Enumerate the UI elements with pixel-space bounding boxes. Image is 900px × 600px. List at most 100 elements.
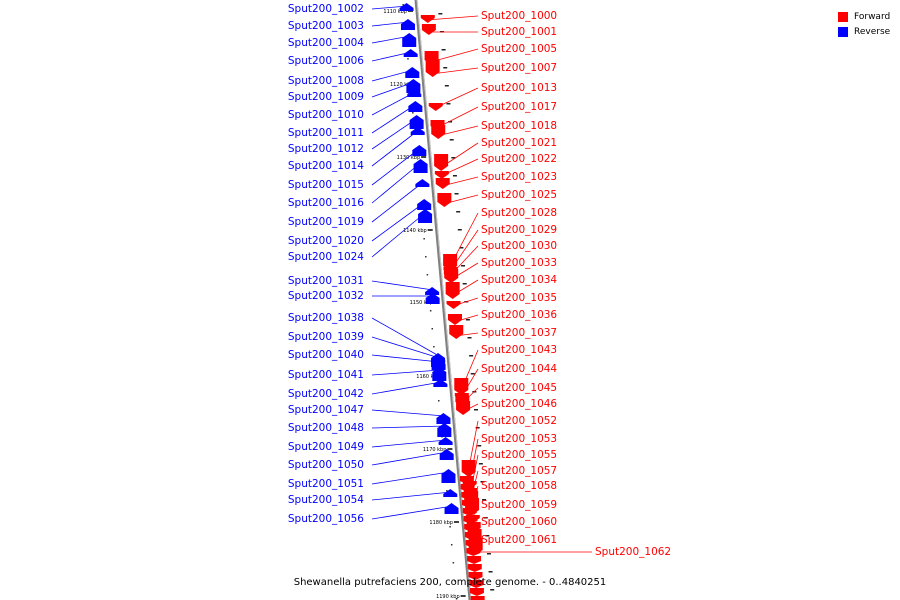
reverse-gene-label: Sput200_1038 (288, 312, 364, 324)
kbp-label: 1110 kbp (383, 9, 407, 15)
forward-gene-connector (449, 229, 479, 273)
axis-tick-dash (451, 157, 456, 159)
forward-gene-block (459, 476, 474, 484)
reverse-gene-arrow (412, 145, 427, 156)
reverse-gene-label: Sput200_1012 (288, 143, 364, 155)
forward-gene-label: Sput200_1018 (481, 120, 557, 132)
forward-gene-label: Sput200_1059 (481, 499, 557, 511)
reverse-gene-arrow (443, 489, 458, 497)
axis-tick-dot (412, 112, 414, 114)
reverse-gene-arrow (407, 89, 422, 97)
reverse-gene-label: Sput200_1032 (288, 290, 364, 302)
reverse-gene-connector (371, 425, 446, 429)
reverse-gene-label: Sput200_1047 (288, 404, 364, 416)
forward-gene-arrow (425, 60, 440, 77)
reverse-gene-label: Sput200_1016 (288, 197, 364, 209)
reverse-gene-label: Sput200_1051 (288, 478, 364, 490)
forward-gene-label: Sput200_1017 (481, 101, 557, 113)
axis-tick-dot (423, 238, 425, 240)
forward-gene-label: Sput200_1055 (481, 449, 557, 461)
legend-item-forward: Forward (838, 9, 890, 24)
reverse-gene-arrow (417, 199, 432, 210)
forward-gene-label: Sput200_1001 (481, 26, 557, 38)
axis-tick-dot (449, 526, 451, 528)
reverse-gene-arrow (439, 449, 454, 460)
axis-tick-dash (456, 211, 461, 213)
forward-gene-label: Sput200_1052 (481, 415, 557, 427)
forward-gene-block (467, 556, 482, 564)
forward-gene-connector (431, 67, 479, 75)
reverse-gene-label: Sput200_1002 (288, 3, 364, 15)
reverse-gene-label: Sput200_1019 (288, 216, 364, 228)
axis-tick-dot (433, 346, 435, 348)
reverse-gene-connector (371, 181, 424, 223)
axis-tick-dot (438, 400, 440, 402)
forward-gene-label: Sput200_1007 (481, 62, 557, 74)
reverse-gene-connector (371, 491, 452, 501)
genome-backbone (414, 0, 472, 600)
forward-gene-label: Sput200_1025 (481, 189, 557, 201)
axis-tick-dot (455, 598, 458, 600)
forward-gene-label: Sput200_1034 (481, 274, 557, 286)
reverse-gene-label: Sput200_1056 (288, 513, 364, 525)
reverse-gene-connector (371, 471, 450, 485)
reverse-gene-connector (371, 317, 440, 357)
reverse-gene-connector (371, 129, 419, 167)
reverse-gene-label: Sput200_1042 (288, 388, 364, 400)
axis-tick-dash (446, 103, 451, 105)
reverse-gene-connector (371, 280, 434, 291)
legend: Forward Reverse (838, 9, 890, 39)
kbp-label: 1140 kbp (403, 228, 427, 234)
forward-gene-label: Sput200_1029 (481, 224, 557, 236)
axis-tick-dash (454, 193, 459, 195)
forward-gene-label: Sput200_1033 (481, 257, 557, 269)
axis-tick-dot (454, 580, 456, 582)
forward-gene-arrow (454, 378, 469, 395)
forward-gene-arrow (447, 314, 462, 325)
forward-gene-block (463, 516, 478, 524)
forward-gene-block (469, 588, 484, 596)
reverse-gene-connector (371, 451, 448, 466)
reverse-gene-arrow (406, 79, 421, 93)
reverse-gene-arrow (418, 209, 433, 223)
axis-tick-dash (467, 337, 472, 339)
forward-gene-arrow (434, 171, 449, 179)
axis-tick-dash (459, 247, 464, 249)
axis-tick-dot (429, 310, 432, 312)
forward-gene-label: Sput200_1037 (481, 327, 557, 339)
kbp-label: 1180 kbp (429, 520, 453, 526)
axis-tick-dash (470, 373, 475, 375)
reverse-gene-label: Sput200_1004 (288, 37, 364, 49)
forward-gene-arrow (449, 325, 464, 339)
reverse-gene-arrow (441, 469, 456, 483)
reverse-gene-connector (371, 201, 426, 242)
forward-gene-label: Sput200_1035 (481, 292, 557, 304)
axis-tick-dot (426, 274, 429, 276)
forward-gene-label: Sput200_1045 (481, 382, 557, 394)
legend-item-reverse: Reverse (838, 24, 890, 39)
kbp-label: 1170 kbp (423, 447, 447, 453)
forward-gene-block (460, 484, 475, 492)
reverse-gene-arrow (433, 379, 448, 387)
forward-gene-label: Sput200_1021 (481, 137, 557, 149)
reverse-gene-label: Sput200_1054 (288, 494, 364, 506)
reverse-gene-arrow (402, 33, 417, 47)
reverse-swatch (838, 26, 848, 37)
forward-gene-label: Sput200_1036 (481, 309, 557, 321)
kbp-label: 1120 kbp (390, 82, 414, 88)
axis-tick-dash (443, 67, 448, 69)
forward-gene-arrow (456, 401, 471, 415)
reverse-gene-arrow (405, 67, 420, 78)
forward-gene-arrow (437, 193, 452, 207)
forward-gene-arrow (428, 103, 443, 111)
axis-tick-dot (431, 328, 434, 330)
axis-tick-dash (490, 589, 495, 591)
forward-gene-label: Sput200_1044 (481, 363, 557, 375)
axis-tick-dash (444, 85, 449, 87)
forward-gene-block (466, 548, 481, 556)
forward-gene-arrow (446, 301, 461, 309)
forward-gene-label: Sput200_1000 (481, 10, 557, 22)
axis-tick-dash (452, 175, 457, 177)
forward-gene-label: Sput200_1057 (481, 465, 557, 477)
axis-tick-dash (449, 139, 454, 141)
